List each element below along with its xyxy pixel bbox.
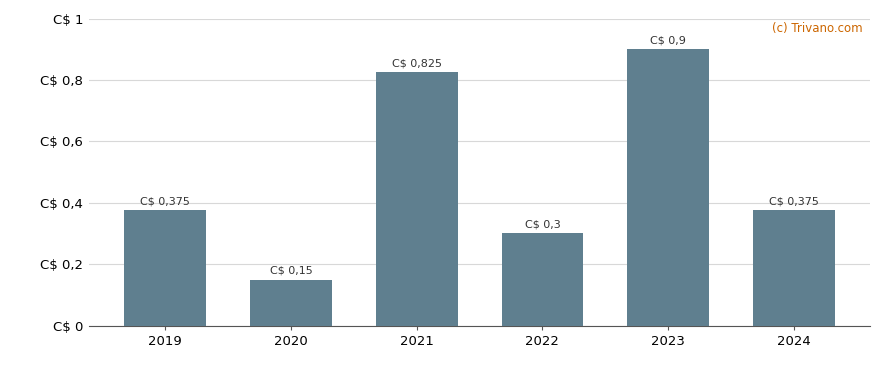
Text: C$ 0,375: C$ 0,375 [140, 197, 190, 207]
Text: C$ 0,9: C$ 0,9 [650, 36, 686, 46]
Bar [502, 233, 583, 326]
Text: C$ 0,375: C$ 0,375 [769, 197, 819, 207]
Bar [376, 72, 457, 326]
Bar [753, 211, 835, 326]
Text: C$ 0,3: C$ 0,3 [525, 220, 560, 230]
Bar [250, 280, 332, 326]
Bar [627, 49, 709, 326]
Text: C$ 0,15: C$ 0,15 [270, 266, 313, 276]
Text: C$ 0,825: C$ 0,825 [392, 58, 441, 68]
Bar [124, 211, 206, 326]
Text: (c) Trivano.com: (c) Trivano.com [772, 21, 862, 34]
